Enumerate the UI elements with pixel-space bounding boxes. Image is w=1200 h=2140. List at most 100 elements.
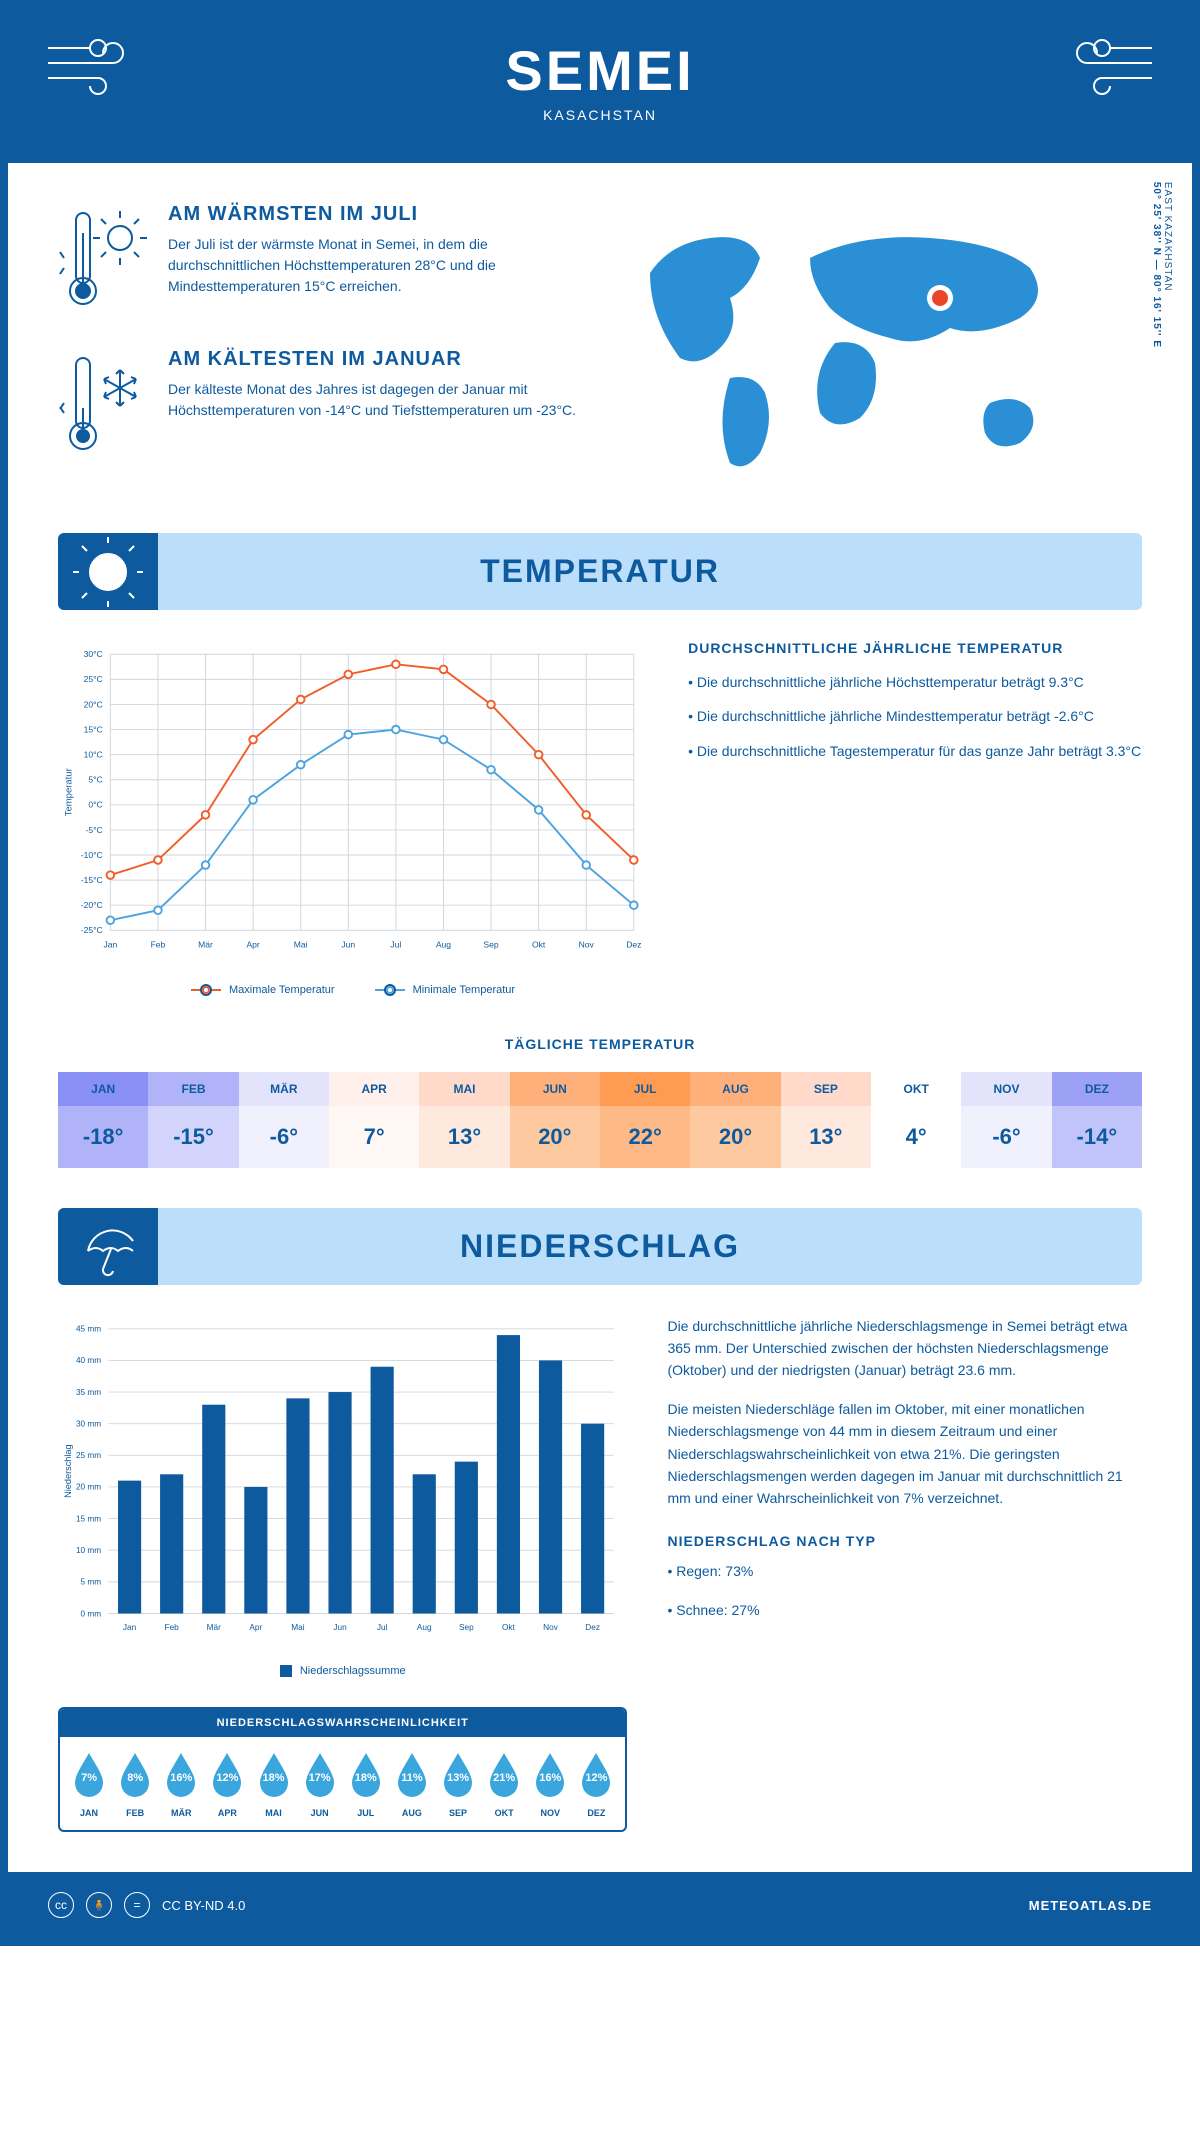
svg-text:Jan: Jan (123, 1623, 137, 1632)
svg-text:Mär: Mär (207, 1623, 221, 1632)
precipitation-bar-chart: 0 mm5 mm10 mm15 mm20 mm25 mm30 mm35 mm40… (58, 1315, 627, 1646)
intro-left: AM WÄRMSTEN IM JULI Der Juli ist der wär… (58, 203, 580, 493)
footer-site: METEOATLAS.DE (1029, 1898, 1152, 1913)
precip-right: Die durchschnittliche jährliche Niedersc… (667, 1315, 1142, 1833)
prob-cell: 17%JUN (299, 1749, 341, 1818)
svg-text:-10°C: -10°C (81, 850, 103, 860)
coldest-title: AM KÄLTESTEN IM JANUAR (168, 348, 580, 371)
svg-text:25 mm: 25 mm (76, 1451, 101, 1460)
svg-text:Niederschlag: Niederschlag (63, 1444, 73, 1498)
coldest-block: AM KÄLTESTEN IM JANUAR Der kälteste Mona… (58, 348, 580, 463)
page: SEMEI KASACHSTAN AM WÄRMSTEN IM JULI Der… (0, 0, 1200, 1946)
daily-temp-grid: JAN-18°FEB-15°MÄR-6°APR7°MAI13°JUN20°JUL… (58, 1072, 1142, 1168)
footer-license: cc 🧍 = CC BY-ND 4.0 (48, 1892, 245, 1918)
probability-grid: 7%JAN8%FEB16%MÄR12%APR18%MAI17%JUN18%JUL… (60, 1737, 625, 1830)
svg-text:-20°C: -20°C (81, 900, 103, 910)
bar-legend: Niederschlagssumme (58, 1665, 627, 1677)
header: SEMEI KASACHSTAN (8, 8, 1192, 163)
wind-icon (38, 28, 138, 103)
svg-text:Jul: Jul (377, 1623, 388, 1632)
cc-icon: cc (48, 1892, 74, 1918)
prob-cell: 12%APR (206, 1749, 248, 1818)
svg-text:Sep: Sep (483, 939, 498, 949)
svg-text:Dez: Dez (626, 939, 641, 949)
prob-cell: 18%MAI (252, 1749, 294, 1818)
temp-bullet: • Die durchschnittliche jährliche Mindes… (688, 705, 1142, 727)
svg-text:10°C: 10°C (84, 749, 103, 759)
coldest-desc: Der kälteste Monat des Jahres ist dagege… (168, 379, 580, 421)
svg-text:Jun: Jun (341, 939, 355, 949)
svg-text:0 mm: 0 mm (81, 1609, 102, 1618)
prob-cell: 13%SEP (437, 1749, 479, 1818)
precip-type-title: NIEDERSCHLAG NACH TYP (667, 1530, 1142, 1552)
svg-text:Nov: Nov (579, 939, 595, 949)
wind-icon (1062, 28, 1162, 103)
svg-text:Nov: Nov (543, 1623, 559, 1632)
coordinates: EAST KAZAKHSTAN 50° 25' 38'' N — 80° 16'… (1151, 182, 1173, 348)
svg-text:5°C: 5°C (88, 775, 102, 785)
legend-min: Minimale Temperatur (375, 984, 516, 996)
svg-text:35 mm: 35 mm (76, 1387, 101, 1396)
city-title: SEMEI (28, 38, 1172, 103)
svg-text:Aug: Aug (417, 1623, 432, 1632)
svg-text:-5°C: -5°C (86, 825, 103, 835)
svg-text:Okt: Okt (502, 1623, 516, 1632)
temperature-section: -25°C-20°C-15°C-10°C-5°C0°C5°C10°C15°C20… (58, 640, 1142, 996)
svg-text:Dez: Dez (585, 1623, 600, 1632)
probability-title: NIEDERSCHLAGSWAHRSCHEINLICHKEIT (60, 1709, 625, 1737)
temperature-info: DURCHSCHNITTLICHE JÄHRLICHE TEMPERATUR •… (688, 640, 1142, 996)
temp-cell: SEP13° (781, 1072, 871, 1168)
svg-text:Feb: Feb (165, 1623, 180, 1632)
temp-cell: JUN20° (510, 1072, 600, 1168)
legend-min-label: Minimale Temperatur (413, 984, 516, 996)
precipitation-heading: NIEDERSCHLAG (78, 1228, 1122, 1265)
line-legend: Maximale Temperatur Minimale Temperatur (58, 984, 648, 996)
svg-text:Apr: Apr (249, 1623, 262, 1632)
coords-region: EAST KAZAKHSTAN (1162, 182, 1173, 292)
svg-text:Feb: Feb (151, 939, 166, 949)
svg-text:Jun: Jun (333, 1623, 347, 1632)
precipitation-section: 0 mm5 mm10 mm15 mm20 mm25 mm30 mm35 mm40… (58, 1315, 1142, 1833)
country-subtitle: KASACHSTAN (28, 107, 1172, 123)
temp-cell: MÄR-6° (239, 1072, 329, 1168)
footer: cc 🧍 = CC BY-ND 4.0 METEOATLAS.DE (8, 1872, 1192, 1938)
svg-text:45 mm: 45 mm (76, 1324, 101, 1333)
temp-bullet: • Die durchschnittliche Tagestemperatur … (688, 740, 1142, 762)
intro-row: AM WÄRMSTEN IM JULI Der Juli ist der wär… (58, 203, 1142, 493)
svg-text:-25°C: -25°C (81, 925, 103, 935)
world-map-box: EAST KAZAKHSTAN 50° 25' 38'' N — 80° 16'… (620, 203, 1142, 493)
temp-cell: FEB-15° (148, 1072, 238, 1168)
license-text: CC BY-ND 4.0 (162, 1898, 245, 1913)
warmest-text: AM WÄRMSTEN IM JULI Der Juli ist der wär… (168, 203, 580, 318)
svg-text:Mär: Mär (198, 939, 213, 949)
svg-text:15°C: 15°C (84, 724, 103, 734)
thermometer-sun-icon (58, 203, 148, 318)
prob-cell: 16%MÄR (160, 1749, 202, 1818)
type-bullet: • Regen: 73% (667, 1560, 1142, 1582)
legend-max: Maximale Temperatur (191, 984, 335, 996)
prob-cell: 21%OKT (483, 1749, 525, 1818)
temp-cell: APR7° (329, 1072, 419, 1168)
svg-text:5 mm: 5 mm (81, 1577, 102, 1586)
precip-text-1: Die durchschnittliche jährliche Niedersc… (667, 1315, 1142, 1382)
svg-text:Jul: Jul (390, 939, 401, 949)
temperature-heading: TEMPERATUR (78, 553, 1122, 590)
thermometer-snow-icon (58, 348, 148, 463)
svg-text:-15°C: -15°C (81, 875, 103, 885)
svg-text:Sep: Sep (459, 1623, 474, 1632)
svg-text:40 mm: 40 mm (76, 1356, 101, 1365)
precip-text-2: Die meisten Niederschläge fallen im Okto… (667, 1398, 1142, 1510)
coldest-text: AM KÄLTESTEN IM JANUAR Der kälteste Mona… (168, 348, 580, 463)
content: AM WÄRMSTEN IM JULI Der Juli ist der wär… (8, 163, 1192, 1872)
svg-text:15 mm: 15 mm (76, 1514, 101, 1523)
temp-cell: DEZ-14° (1052, 1072, 1142, 1168)
svg-text:20 mm: 20 mm (76, 1482, 101, 1491)
svg-text:Apr: Apr (246, 939, 259, 949)
svg-text:30°C: 30°C (84, 649, 103, 659)
temp-cell: MAI13° (419, 1072, 509, 1168)
legend-max-label: Maximale Temperatur (229, 984, 335, 996)
probability-box: NIEDERSCHLAGSWAHRSCHEINLICHKEIT 7%JAN8%F… (58, 1707, 627, 1832)
svg-text:0°C: 0°C (88, 800, 102, 810)
prob-cell: 11%AUG (391, 1749, 433, 1818)
prob-cell: 18%JUL (345, 1749, 387, 1818)
